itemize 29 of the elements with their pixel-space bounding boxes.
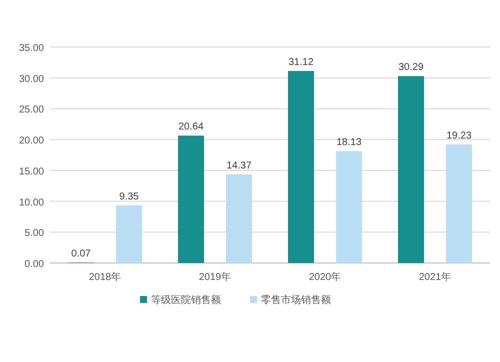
x-tick-label: 2019年	[198, 271, 232, 283]
data-label: 31.12	[288, 56, 314, 68]
bar	[446, 144, 472, 263]
data-label: 18.13	[336, 137, 362, 148]
y-tick-label: 35.00	[18, 43, 44, 54]
data-label: 14.37	[226, 160, 252, 172]
x-tick-label: 2020年	[308, 271, 342, 283]
bar	[116, 205, 142, 263]
y-tick-label: 0.00	[24, 259, 44, 270]
y-tick-label: 30.00	[18, 74, 44, 85]
y-tick-label: 20.00	[18, 136, 44, 147]
y-tick-label: 25.00	[18, 104, 44, 116]
bar	[336, 151, 362, 263]
legend-label: 等级医院销售额	[151, 294, 221, 306]
legend-label: 零售市场销售额	[261, 294, 331, 306]
y-tick-label: 15.00	[18, 166, 44, 178]
data-label: 9.35	[119, 191, 140, 202]
y-tick-label: 5.00	[24, 228, 44, 240]
bar	[178, 136, 204, 263]
data-label: 20.64	[178, 122, 204, 133]
data-label: 30.29	[398, 62, 424, 74]
bar	[226, 174, 252, 263]
data-label: 19.23	[446, 130, 472, 142]
x-tick-label: 2021年	[418, 271, 452, 283]
x-tick-label: 2018年	[88, 271, 122, 283]
data-label: 0.07	[71, 248, 92, 260]
y-tick-label: 10.00	[18, 197, 44, 208]
bar	[288, 70, 314, 263]
bar	[398, 76, 424, 263]
